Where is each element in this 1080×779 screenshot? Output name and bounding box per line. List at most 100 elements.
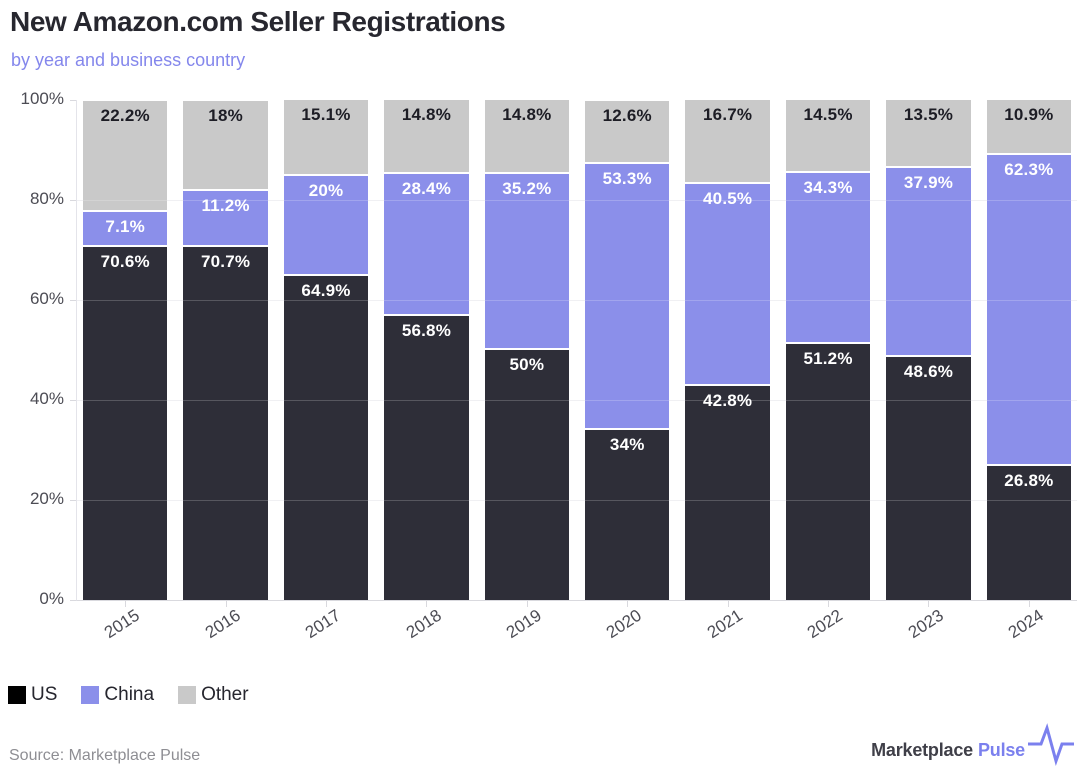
bar-value-label: 37.9% bbox=[903, 172, 954, 192]
logo-text-marketplace: Marketplace bbox=[871, 740, 973, 760]
bar-value-label: 64.9% bbox=[301, 280, 351, 300]
gridline-overlay bbox=[77, 400, 1077, 401]
x-tick-mark bbox=[828, 601, 830, 607]
bar-value-label: 10.9% bbox=[1004, 105, 1054, 124]
bar-value-label: 48.6% bbox=[903, 362, 954, 381]
y-tick-mark bbox=[70, 300, 76, 301]
bar-segment-china: 35.2% bbox=[484, 174, 570, 350]
bar-value-label: 34.3% bbox=[803, 177, 853, 197]
y-tick-label: 80% bbox=[29, 189, 64, 208]
x-axis-label: 2023 bbox=[904, 605, 947, 643]
bar-value-label: 14.8% bbox=[401, 105, 452, 124]
legend-swatch-china bbox=[81, 686, 100, 704]
brand-logo: Marketplace Pulse bbox=[871, 721, 1074, 767]
bar-value-label: 13.5% bbox=[903, 105, 954, 124]
y-tick-label: 100% bbox=[20, 89, 64, 108]
x-tick-mark bbox=[125, 601, 127, 607]
bar-value-label: 26.8% bbox=[1004, 471, 1054, 490]
bar-value-label: 50% bbox=[509, 355, 545, 374]
stacked-bar-2017: 64.9% 20% 15.1% bbox=[283, 100, 369, 607]
legend: US China Other bbox=[8, 684, 249, 706]
stacked-bar-2019: 50% 35.2% 14.8% bbox=[484, 100, 570, 607]
legend-label: Other bbox=[201, 684, 249, 705]
x-axis-label: 2015 bbox=[101, 605, 144, 643]
bar-segment-china: 28.4% bbox=[384, 174, 469, 316]
stacked-bar-2016: 70.7% 11.2% 18% bbox=[183, 100, 268, 607]
x-axis-label: 2017 bbox=[301, 605, 345, 643]
gridline-overlay bbox=[77, 300, 1077, 301]
x-tick-mark bbox=[326, 601, 328, 607]
legend-item-other: Other bbox=[178, 684, 249, 706]
x-tick-mark bbox=[526, 601, 528, 607]
stacked-bar-2015: 70.6% 7.1% 22.2% bbox=[83, 100, 168, 607]
x-axis-label: 2022 bbox=[803, 605, 847, 643]
bar-segment-china: 53.3% bbox=[585, 163, 670, 430]
bar-value-label: 51.2% bbox=[803, 349, 853, 368]
bar-segment-us: 56.8% bbox=[384, 316, 469, 600]
bar-value-label: 56.8% bbox=[401, 321, 452, 340]
gridline-overlay bbox=[77, 500, 1077, 501]
bars-container: 70.6% 7.1% 22.2% 70.7% 11.2% 18% 64.9% 20% 15.1%… bbox=[77, 100, 1077, 607]
bar-value-label: 16.7% bbox=[703, 105, 753, 124]
x-axis-labels: 2015 2016 2017 2018 2019 2020 2021 2022 2023 2024 bbox=[76, 606, 1076, 643]
bar-value-label: 62.3% bbox=[1004, 159, 1054, 179]
x-axis-label-cell: 2019 bbox=[484, 606, 568, 643]
x-axis-label: 2018 bbox=[402, 605, 445, 643]
gridline bbox=[77, 400, 1077, 401]
legend-label: China bbox=[104, 684, 155, 705]
bar-segment-us: 64.9% bbox=[283, 275, 369, 600]
source-note: Source: Marketplace Pulse bbox=[9, 747, 201, 764]
bar-value-label: 34% bbox=[609, 435, 645, 454]
y-tick-mark bbox=[70, 200, 76, 201]
bar-value-label: 15.1% bbox=[301, 105, 351, 124]
x-axis-label: 2020 bbox=[603, 605, 646, 643]
bar-value-label: 11.2% bbox=[201, 195, 250, 215]
x-axis-label: 2021 bbox=[703, 605, 746, 643]
logo-text-pulse: Pulse bbox=[977, 740, 1025, 760]
bar-segment-us: 34% bbox=[585, 430, 670, 600]
gridline bbox=[77, 500, 1077, 501]
x-axis-label-cell: 2016 bbox=[182, 606, 266, 643]
x-tick-mark bbox=[225, 601, 227, 607]
bar-value-label: 20% bbox=[308, 180, 344, 200]
stacked-bar-2022: 51.2% 34.3% 14.5% bbox=[785, 100, 871, 607]
y-tick-label: 40% bbox=[29, 389, 64, 408]
y-tick-label: 20% bbox=[29, 489, 64, 508]
bar-segment-other: 10.9% bbox=[986, 100, 1072, 155]
gridline-overlay bbox=[77, 200, 1077, 201]
bar-segment-china: 40.5% bbox=[685, 183, 770, 386]
bar-segment-china: 11.2% bbox=[183, 190, 268, 247]
x-axis-label-cell: 2017 bbox=[283, 606, 367, 643]
bar-segment-other: 14.5% bbox=[785, 100, 871, 173]
bar-segment-us: 48.6% bbox=[886, 357, 971, 600]
bar-value-label: 35.2% bbox=[502, 179, 552, 198]
bar-segment-us: 70.6% bbox=[83, 247, 168, 600]
bar-segment-us: 51.2% bbox=[785, 344, 871, 600]
y-tick-label: 60% bbox=[29, 289, 64, 308]
bar-value-label: 40.5% bbox=[703, 188, 753, 208]
legend-label: US bbox=[31, 684, 58, 705]
bar-segment-other: 12.6% bbox=[585, 100, 670, 164]
legend-item-china: China bbox=[81, 684, 154, 706]
bar-value-label: 70.7% bbox=[201, 251, 251, 271]
stacked-bar-2020: 34% 53.3% 12.6% bbox=[585, 100, 670, 607]
bar-segment-china: 34.3% bbox=[785, 172, 871, 344]
x-tick-mark bbox=[1028, 601, 1030, 607]
bar-value-label: 7.1% bbox=[105, 216, 145, 236]
bar-value-label: 14.8% bbox=[502, 105, 552, 124]
y-tick-mark bbox=[70, 400, 76, 401]
stacked-bar-2023: 48.6% 37.9% 13.5% bbox=[886, 100, 971, 607]
bar-segment-china: 20% bbox=[283, 175, 369, 276]
stacked-bar-2018: 56.8% 28.4% 14.8% bbox=[384, 100, 469, 607]
x-axis-label-cell: 2018 bbox=[383, 606, 467, 643]
x-axis-label-cell: 2024 bbox=[986, 606, 1070, 643]
legend-swatch-other bbox=[178, 686, 197, 704]
legend-item-us: US bbox=[8, 684, 57, 706]
x-axis-label-cell: 2021 bbox=[684, 606, 768, 643]
bar-value-label: 22.2% bbox=[100, 105, 150, 125]
x-axis-label: 2016 bbox=[201, 605, 244, 643]
bar-value-label: 14.5% bbox=[803, 105, 853, 124]
bar-value-label: 18% bbox=[208, 105, 243, 125]
bar-segment-other: 18% bbox=[183, 100, 268, 191]
bar-value-label: 70.6% bbox=[100, 252, 150, 271]
